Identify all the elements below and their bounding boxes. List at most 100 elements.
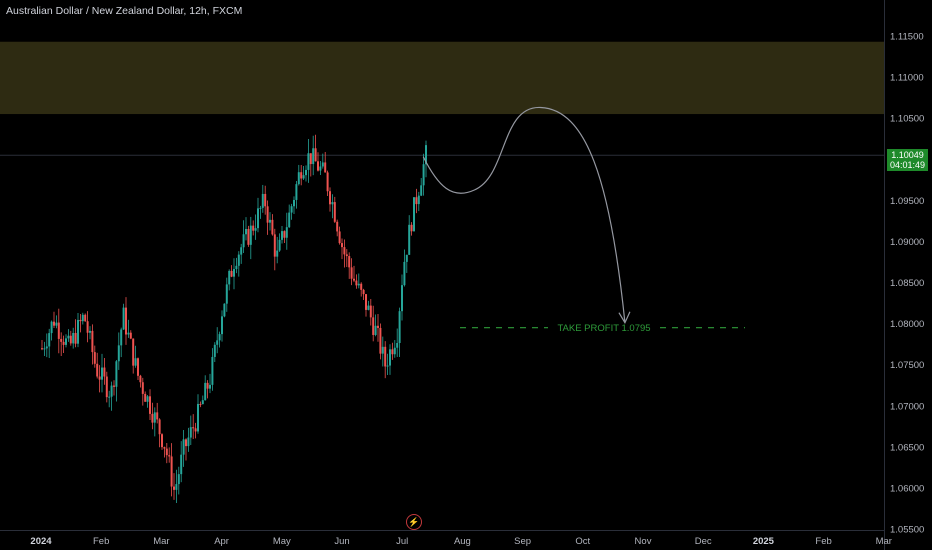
y-tick-label: 1.07500 [890, 360, 924, 371]
candle-body [307, 153, 310, 170]
candle-body [108, 396, 111, 398]
take-profit-label: TAKE PROFIT 1.0795 [557, 323, 650, 334]
candle-body [362, 289, 365, 295]
candle-body [293, 199, 295, 207]
candle-body [353, 278, 355, 281]
current-price-value: 1.10049 [891, 150, 924, 160]
current-price-badge: 1.10049 04:01:49 [887, 149, 928, 171]
candle-body [329, 191, 331, 205]
candle-body [338, 231, 341, 244]
candle-body [45, 346, 48, 349]
candle-body [91, 330, 94, 353]
candle-body [144, 393, 147, 402]
candle-body [197, 403, 199, 432]
candle-body [425, 145, 427, 165]
x-tick-label: Jun [334, 536, 349, 547]
chart-title: Australian Dollar / New Zealand Dollar, … [6, 5, 243, 17]
x-tick-label: May [273, 536, 291, 547]
candle-body [158, 419, 161, 435]
candle-body [393, 347, 396, 355]
candle-body [420, 185, 423, 196]
candle-body [187, 437, 190, 447]
candle-body [285, 227, 288, 238]
candle-body [360, 283, 363, 290]
candle-body [67, 335, 70, 339]
candle-body [153, 412, 156, 423]
candle-body [74, 332, 77, 344]
candle-body [57, 322, 60, 339]
candle-body [240, 247, 243, 255]
y-tick-label: 1.08000 [890, 319, 924, 330]
candle-body [305, 169, 307, 176]
candle-body [357, 283, 360, 286]
candle-body [189, 427, 192, 438]
candle-body [137, 358, 139, 376]
candle-body [300, 172, 303, 179]
candle-body [233, 269, 235, 277]
candle-body [269, 219, 271, 223]
x-tick-label: Dec [695, 536, 712, 547]
y-tick-label: 1.06000 [890, 483, 924, 494]
candle-body [245, 228, 247, 235]
x-tick-label: Aug [454, 536, 471, 547]
candle-body [288, 212, 291, 228]
x-tick-label: Apr [214, 536, 229, 547]
candle-body [372, 317, 375, 335]
candle-body [281, 231, 283, 240]
candle-body [235, 265, 238, 270]
flash-icon[interactable]: ⚡ [406, 514, 422, 530]
candle-body [213, 344, 216, 357]
candle-body [314, 148, 317, 162]
x-tick-label: Jul [396, 536, 408, 547]
candle-body [417, 195, 420, 205]
x-tick-label: Oct [575, 536, 590, 547]
candle-body [177, 474, 180, 485]
candle-body [309, 153, 312, 165]
candle-body [319, 166, 322, 171]
candle-body [113, 385, 115, 387]
candle-body [290, 206, 293, 213]
candle-body [242, 234, 245, 248]
candle-body [341, 243, 343, 248]
candle-body [120, 329, 123, 346]
candle-body [141, 382, 144, 394]
candle-body [72, 332, 75, 344]
x-tick-label: Mar [153, 536, 169, 547]
candle-body [384, 346, 387, 367]
candle-body [249, 225, 252, 245]
candle-body [408, 224, 411, 255]
candle-body [180, 454, 183, 475]
candle-body [413, 197, 415, 232]
candle-body [350, 267, 353, 279]
candle-body [156, 412, 159, 420]
candle-body [168, 455, 171, 457]
candle-body [139, 375, 142, 383]
y-tick-label: 1.09000 [890, 237, 924, 248]
candle-body [132, 338, 135, 366]
candle-body [93, 352, 96, 364]
candle-body [221, 316, 223, 335]
candle-body [230, 270, 233, 277]
candle-body [134, 358, 137, 366]
candle-body [297, 172, 300, 185]
candle-body [173, 486, 175, 490]
candle-body [271, 219, 274, 235]
candle-body [365, 294, 367, 310]
y-tick-label: 1.11000 [890, 73, 924, 84]
y-tick-label: 1.06500 [890, 442, 924, 453]
x-tick-label: Mar [876, 536, 892, 547]
candle-body [302, 175, 305, 179]
candle-body [129, 332, 132, 339]
candle-body [345, 254, 348, 257]
candle-body [283, 231, 286, 238]
candle-body [321, 162, 324, 167]
candle-body [377, 325, 379, 328]
candle-body [391, 349, 394, 355]
candle-body [69, 335, 72, 344]
candle-body [60, 338, 63, 342]
candle-body [237, 254, 240, 266]
x-tick-label: Feb [93, 536, 109, 547]
x-tick-label: Feb [815, 536, 831, 547]
candle-body [41, 348, 43, 350]
